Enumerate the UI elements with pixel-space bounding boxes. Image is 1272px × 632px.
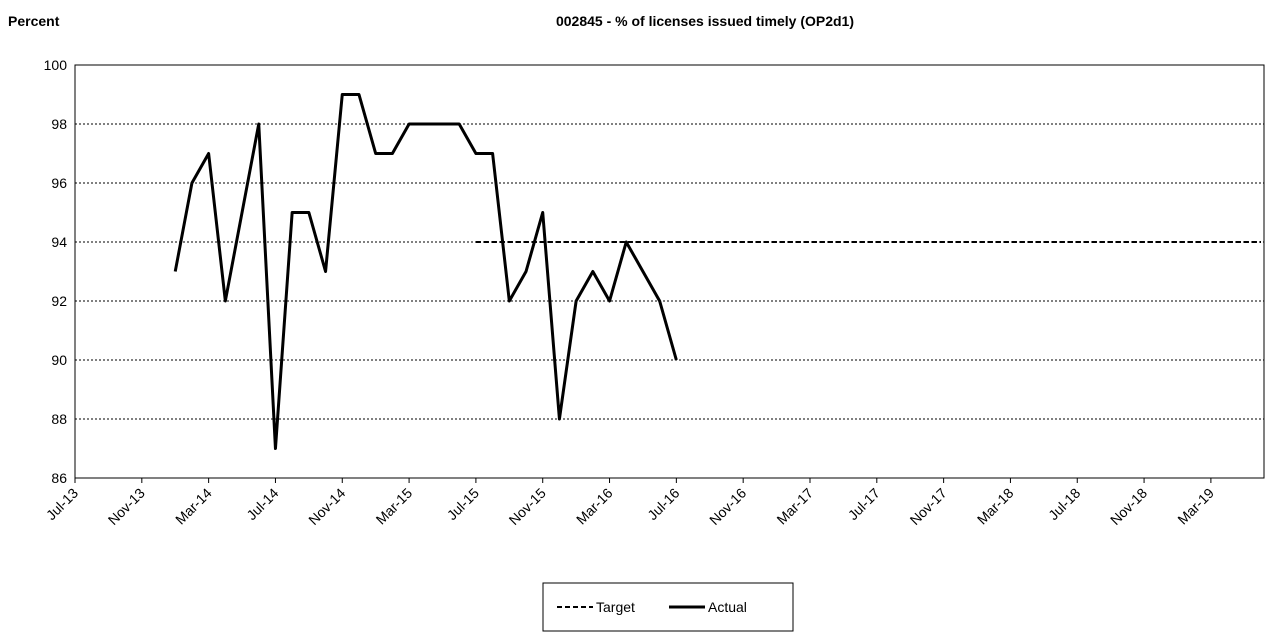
y-axis-label: Percent: [8, 13, 60, 29]
x-tick-label: Jul-13: [43, 485, 81, 523]
series-line: [173, 93, 678, 450]
y-tick-label: 90: [51, 352, 67, 368]
x-tick-label: Mar-14: [172, 485, 215, 528]
x-tick-label: Mar-18: [974, 485, 1017, 528]
legend-box: [542, 582, 794, 632]
legend-label: Target: [596, 599, 635, 615]
y-tick-label: 94: [51, 234, 67, 250]
x-tick-label: Jul-18: [1045, 485, 1083, 523]
plot-border: [74, 64, 1265, 479]
x-tick-label: Mar-19: [1174, 485, 1217, 528]
y-tick-label: 98: [51, 116, 67, 132]
x-tick-label: Jul-17: [845, 485, 883, 523]
x-tick-label: Nov-17: [907, 485, 950, 528]
x-tick-label: Mar-17: [773, 485, 816, 528]
chart-title: 002845 - % of licenses issued timely (OP…: [556, 13, 854, 29]
x-tick-label: Nov-16: [706, 485, 749, 528]
y-tick-label: 100: [44, 57, 68, 73]
x-tick-label: Jul-14: [243, 485, 281, 523]
x-tick-label: Mar-16: [573, 485, 616, 528]
x-tick-label: Nov-18: [1107, 485, 1150, 528]
x-tick-label: Nov-13: [105, 485, 148, 528]
y-tick-label: 86: [51, 470, 67, 486]
y-tick-label: 92: [51, 293, 67, 309]
x-tick-label: Nov-15: [506, 485, 549, 528]
x-tick-label: Mar-15: [373, 485, 416, 528]
legend-label: Actual: [708, 599, 747, 615]
y-tick-label: 96: [51, 175, 67, 191]
x-tick-label: Jul-16: [644, 485, 682, 523]
y-tick-label: 88: [51, 411, 67, 427]
x-tick-label: Nov-14: [305, 485, 348, 528]
x-tick-label: Jul-15: [444, 485, 482, 523]
